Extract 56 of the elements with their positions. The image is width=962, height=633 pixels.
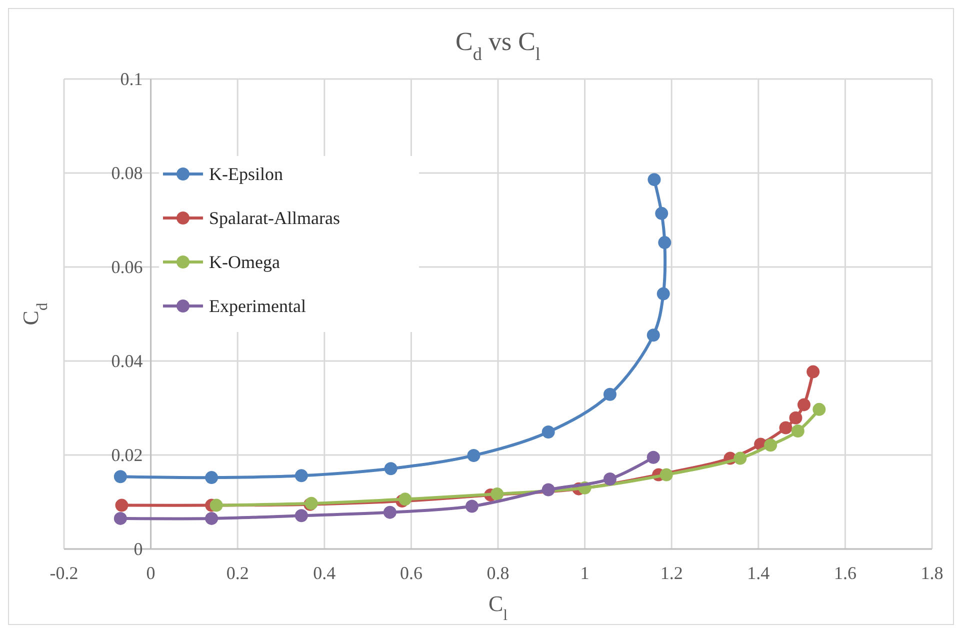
point (806, 365, 820, 378)
x-tick-label: -0.2 (50, 563, 78, 583)
point (603, 472, 616, 486)
point (467, 448, 480, 462)
point (294, 469, 308, 482)
legend-label: K-Epsilon (209, 164, 283, 184)
point (465, 500, 478, 513)
point (205, 512, 218, 525)
legend-label: Spalarat-Allmaras (209, 208, 340, 228)
point (115, 498, 128, 512)
point (398, 492, 412, 506)
point (384, 462, 398, 476)
point (764, 438, 778, 452)
point (779, 421, 792, 434)
point (791, 424, 804, 438)
point (656, 287, 670, 300)
point (646, 328, 660, 342)
point (210, 498, 223, 512)
point (812, 402, 826, 416)
x-tick-label: 1.8 (920, 563, 944, 583)
point (542, 483, 555, 496)
x-tick-label: 0.4 (313, 563, 336, 583)
point (660, 468, 673, 482)
point (797, 398, 810, 412)
point (490, 488, 504, 501)
x-tick-label: 1.6 (834, 563, 856, 583)
point (646, 450, 660, 464)
point (789, 411, 802, 424)
point (658, 236, 672, 250)
x-tick-label: 0.8 (486, 563, 510, 583)
x-tick-label: 0.6 (400, 563, 422, 583)
x-tick-label: 1.4 (747, 563, 770, 583)
legend-label: K-Omega (209, 252, 280, 272)
legend-label: Experimental (209, 296, 306, 316)
point (383, 506, 396, 519)
y-tick-label: 0.1 (120, 69, 143, 89)
x-tick-label: 1 (580, 563, 590, 583)
y-tick-label: 0.02 (111, 445, 143, 465)
y-tick-label: 0 (134, 539, 143, 559)
y-tick-label: 0.08 (111, 163, 143, 183)
point (603, 388, 616, 401)
x-tick-label: 1.2 (660, 563, 683, 583)
point (114, 470, 127, 484)
chart-title: C$_{d}$ vs C$_{l}$ (456, 27, 540, 64)
point (205, 471, 218, 484)
x-tick-label: 0.2 (226, 563, 249, 583)
point (114, 512, 127, 525)
x-axis-title: C$_{l}$ (488, 591, 508, 624)
y-tick-label: 0.06 (111, 257, 143, 277)
y-tick-label: 0.04 (111, 351, 143, 371)
point (648, 173, 661, 186)
point (542, 425, 555, 438)
point (655, 206, 668, 220)
point (294, 509, 308, 522)
point (734, 452, 747, 465)
x-tick-label: 0 (146, 563, 156, 583)
